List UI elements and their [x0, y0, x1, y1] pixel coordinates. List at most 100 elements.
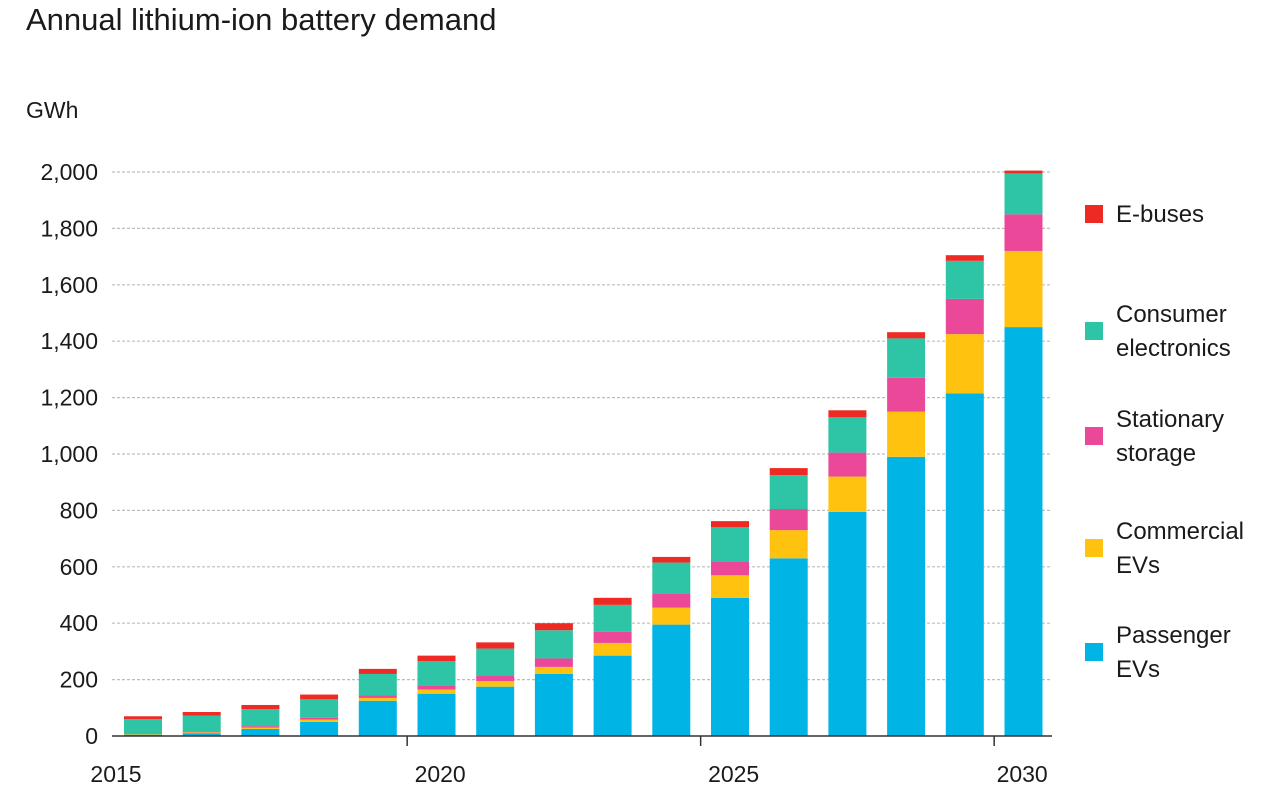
bar-segment-stationary-storage: [358, 695, 397, 698]
bar-segment-e-buses: [828, 410, 867, 418]
bar-segment-e-buses: [476, 642, 515, 649]
y-tick-label: 200: [60, 667, 98, 693]
bar-segment-commercial-evs: [887, 411, 926, 457]
legend-swatch: [1085, 539, 1103, 557]
bar-segment-consumer-electronics: [1004, 173, 1043, 215]
legend: E-buses Consumer electronics Stationary stor…: [1085, 201, 1244, 683]
bar-segment-stationary-storage: [828, 452, 867, 477]
bar-segment-commercial-evs: [534, 666, 573, 674]
y-tick-label: 2,000: [40, 159, 98, 185]
bar-segment-e-buses: [241, 704, 280, 710]
bar-segment-consumer-electronics: [828, 417, 867, 453]
bar-segment-e-buses: [593, 597, 632, 605]
legend-label: Stationary: [1116, 406, 1224, 433]
legend-label: E-buses: [1116, 201, 1204, 228]
bar-segment-commercial-evs: [711, 575, 749, 598]
bar-segment-consumer-electronics: [358, 673, 397, 696]
bar-segment-commercial-evs: [769, 530, 808, 559]
grid-lines: [112, 171, 1052, 681]
bar-segment-passenger-evs: [593, 655, 632, 736]
bar-segment-consumer-electronics: [593, 604, 632, 632]
bar-segment-passenger-evs: [945, 393, 984, 736]
bar-segment-e-buses: [652, 556, 691, 563]
bar-segment-commercial-evs: [652, 607, 691, 625]
bar-segment-commercial-evs: [417, 689, 456, 694]
y-tick-label: 1,600: [40, 272, 98, 298]
bar-segment-stationary-storage: [652, 593, 691, 608]
bar-segment-e-buses: [124, 716, 162, 720]
bar-segment-passenger-evs: [182, 733, 221, 736]
bar-segment-consumer-electronics: [124, 719, 162, 734]
bar-segment-e-buses: [182, 712, 221, 716]
bar-segment-commercial-evs: [241, 727, 280, 729]
bar-segment-stationary-storage: [711, 561, 749, 576]
bar-segment-stationary-storage: [241, 726, 280, 728]
bar-segment-consumer-electronics: [241, 709, 280, 727]
bar-segment-passenger-evs: [476, 686, 515, 736]
bar-segment-e-buses: [945, 255, 984, 261]
bar-segment-stationary-storage: [417, 685, 456, 690]
bar-segment-e-buses: [417, 655, 456, 662]
bar-segment-e-buses: [887, 332, 926, 339]
y-tick-label: 1,800: [40, 215, 98, 241]
legend-label: EVs: [1116, 656, 1160, 683]
y-tick-label: 0: [85, 723, 98, 749]
bar-segment-stationary-storage: [593, 631, 632, 643]
x-tick-label: 2030: [997, 761, 1048, 787]
legend-label: electronics: [1116, 335, 1231, 362]
bar-segment-commercial-evs: [828, 476, 867, 512]
bar-segment-e-buses: [300, 694, 339, 700]
x-tick-label: 2015: [90, 761, 141, 787]
y-tick-label: 600: [60, 554, 98, 580]
y-tick-label: 1,000: [40, 441, 98, 467]
legend-label: Commercial: [1116, 518, 1244, 545]
legend-label: Passenger: [1116, 622, 1231, 649]
bar-segment-stationary-storage: [769, 508, 808, 531]
bar-segment-stationary-storage: [534, 658, 573, 667]
bar-segment-consumer-electronics: [887, 338, 926, 378]
bar-segment-passenger-evs: [417, 693, 456, 736]
bar-segment-consumer-electronics: [476, 648, 515, 676]
bar-segment-stationary-storage: [476, 675, 515, 682]
legend-label: storage: [1116, 440, 1196, 467]
bar-segment-consumer-electronics: [534, 630, 573, 659]
bar-segment-stationary-storage: [887, 377, 926, 412]
bar-segment-stationary-storage: [945, 298, 984, 335]
bar-segment-stationary-storage: [300, 717, 339, 720]
bar-segment-e-buses: [1004, 170, 1043, 174]
bar-segment-consumer-electronics: [945, 260, 984, 299]
bar-segment-passenger-evs: [769, 558, 808, 736]
legend-swatch: [1085, 205, 1103, 223]
bar-segment-stationary-storage: [1004, 214, 1043, 251]
bar-stacks: [124, 170, 1043, 736]
bar-segment-e-buses: [769, 468, 808, 476]
bar-segment-commercial-evs: [945, 334, 984, 394]
bar-segment-passenger-evs: [358, 700, 397, 736]
bar-segment-consumer-electronics: [300, 699, 339, 718]
bar-segment-e-buses: [711, 521, 749, 528]
y-tick-label: 1,400: [40, 328, 98, 354]
bar-segment-passenger-evs: [652, 624, 691, 736]
legend-swatch: [1085, 427, 1103, 445]
bar-segment-consumer-electronics: [417, 661, 456, 686]
y-tick-label: 800: [60, 497, 98, 523]
legend-swatch: [1085, 322, 1103, 340]
bar-segment-commercial-evs: [476, 681, 515, 687]
bar-segment-passenger-evs: [300, 721, 339, 736]
legend-label: Consumer: [1116, 301, 1227, 328]
bar-segment-consumer-electronics: [711, 527, 749, 562]
bar-segment-commercial-evs: [300, 719, 339, 722]
bar-segment-passenger-evs: [534, 673, 573, 736]
bar-segment-consumer-electronics: [652, 562, 691, 594]
bar-segment-passenger-evs: [828, 511, 867, 736]
bar-segment-commercial-evs: [593, 642, 632, 656]
bar-segment-commercial-evs: [182, 732, 221, 734]
bar-segment-stationary-storage: [182, 731, 221, 733]
bar-segment-passenger-evs: [241, 728, 280, 736]
x-tick-label: 2020: [415, 761, 466, 787]
bar-segment-consumer-electronics: [182, 715, 221, 732]
chart-title: Annual lithium-ion battery demand: [26, 2, 497, 37]
y-tick-label: 1,200: [40, 385, 98, 411]
bar-segment-commercial-evs: [358, 697, 397, 701]
